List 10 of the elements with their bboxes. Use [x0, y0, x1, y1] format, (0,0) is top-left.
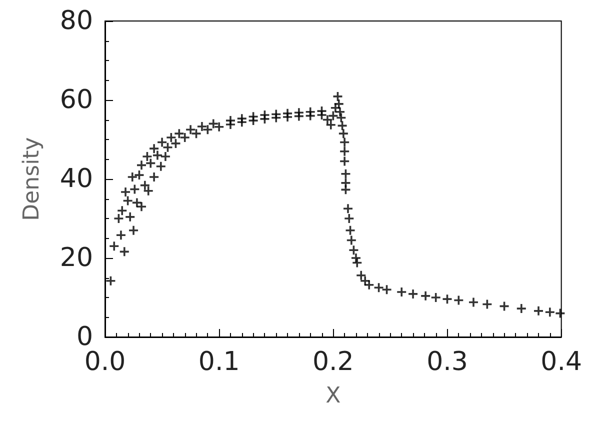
x-tick-label: 0.3 [426, 347, 468, 377]
y-tick-label: 20 [60, 243, 93, 273]
x-tick-label: 0.1 [198, 347, 240, 377]
y-axis-title: Density [20, 137, 44, 221]
y-tick-label: 80 [60, 6, 93, 36]
y-tick-label: 40 [60, 164, 93, 194]
x-tick-label: 0.2 [312, 347, 354, 377]
x-axis-title: X [326, 384, 341, 408]
y-tick-label: 60 [60, 85, 93, 115]
x-tick-label: 0.4 [540, 347, 582, 377]
